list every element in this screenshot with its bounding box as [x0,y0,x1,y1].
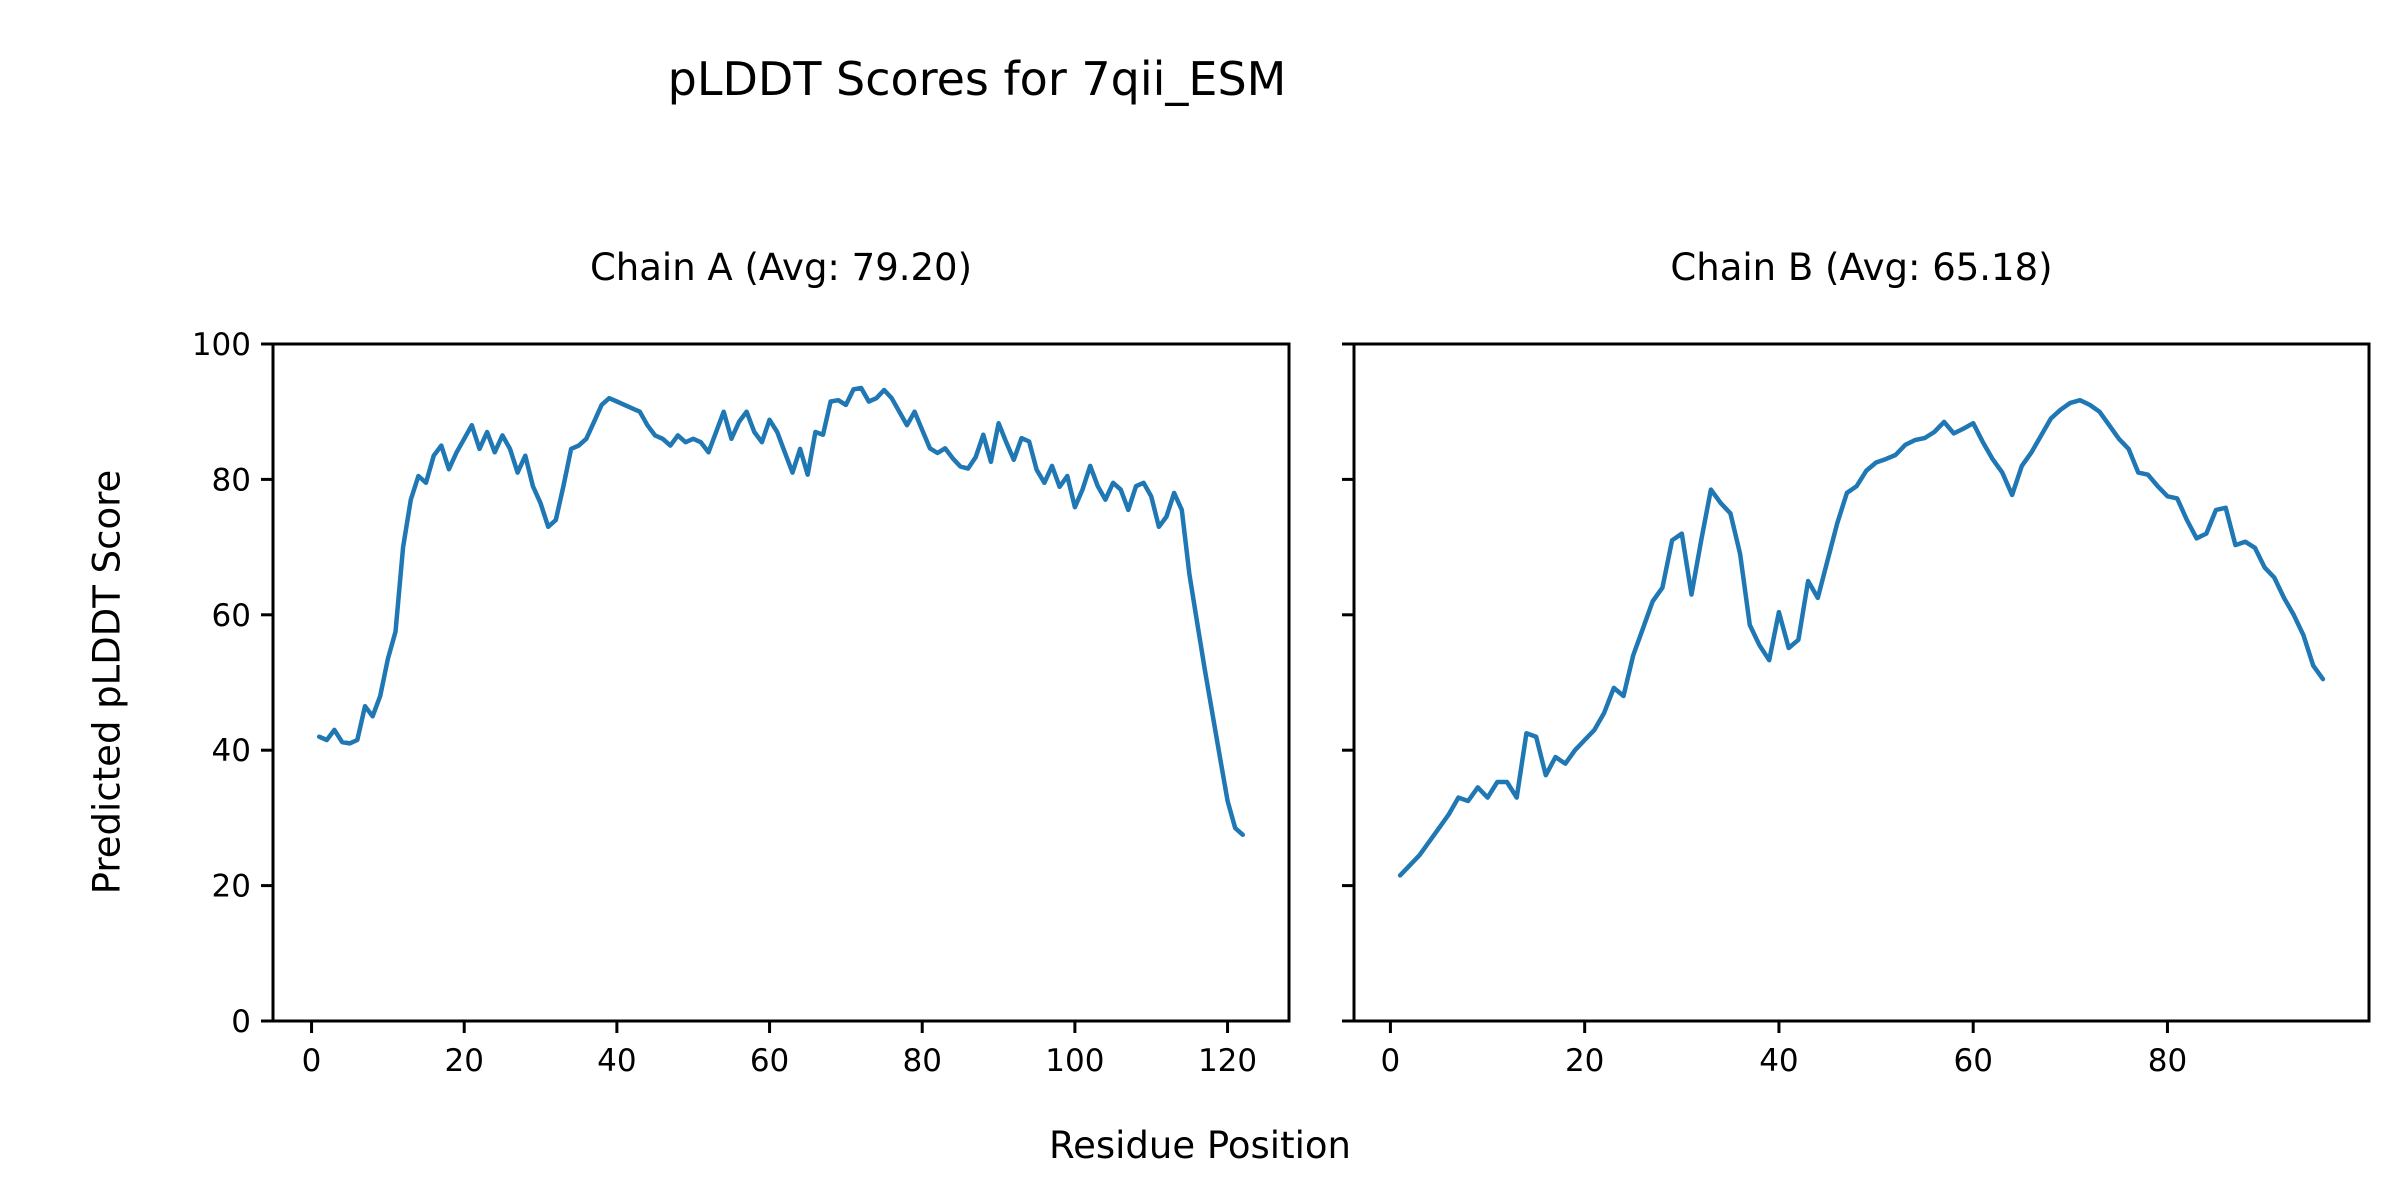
x-axis-label: Residue Position [1049,1124,1351,1167]
x-tick-label: 40 [1759,1043,1798,1079]
chain-b-subplot-title: Chain B (Avg: 65.18) [1670,246,2053,289]
x-tick-label: 20 [444,1043,483,1079]
y-tick-label: 80 [212,462,251,498]
x-tick-label: 0 [302,1043,322,1079]
y-tick-label: 100 [192,327,251,363]
x-tick-label: 80 [2148,1043,2187,1079]
x-tick-label: 60 [1953,1043,1992,1079]
x-tick-label: 20 [1565,1043,1604,1079]
axes-spines [271,342,1291,1023]
axes-spines [1352,342,2371,1023]
x-tick-label: 40 [597,1043,636,1079]
x-tick-label: 120 [1198,1043,1257,1079]
plddt-line-chain-b [1397,397,2326,878]
y-tick-label: 60 [212,598,251,634]
y-tick-label: 40 [212,733,251,769]
x-tick-label: 60 [750,1043,789,1079]
chain-a-subplot-title: Chain A (Avg: 79.20) [589,246,973,289]
x-tick-label: 0 [1381,1043,1401,1079]
plddt-line-chain-a [316,385,1246,838]
y-tick-label: 0 [231,1004,251,1040]
x-tick-label: 80 [902,1043,941,1079]
y-tick-label: 20 [212,869,251,905]
figure-title: pLDDT Scores for 7qii_ESM [667,52,1287,106]
x-tick-label: 100 [1045,1043,1104,1079]
